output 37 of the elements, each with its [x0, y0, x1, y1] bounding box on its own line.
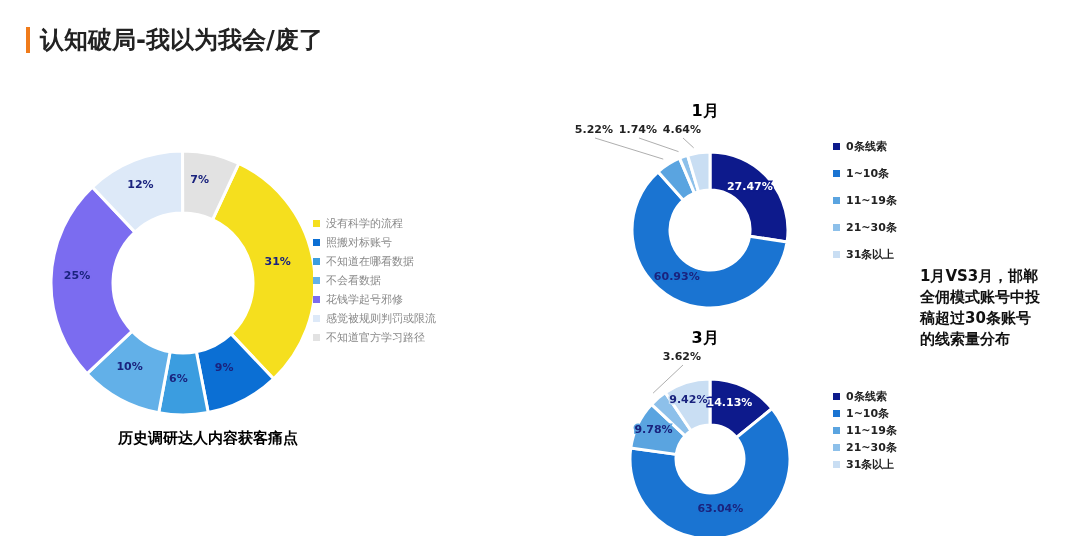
data-label: 31% — [264, 255, 291, 269]
legend-label: 31条以上 — [846, 247, 895, 262]
data-label: 4.64% — [662, 123, 701, 136]
legend-label: 0条线索 — [846, 139, 887, 154]
legend-label: 0条线索 — [846, 389, 887, 404]
data-label: 27.47% — [726, 180, 773, 194]
legend-label: 花钱学起号邪修 — [326, 292, 403, 307]
text: 1月VS3月，邯郸全佣模式账号中投稿超过30条账号的线索量分布 — [920, 266, 1041, 350]
data-label: 63.04% — [697, 502, 744, 516]
data-label: 7% — [190, 172, 210, 186]
legend-label: 1~10条 — [846, 166, 890, 181]
legend-label: 11~19条 — [846, 193, 897, 208]
legend-label: 不会看数据 — [326, 273, 381, 288]
legend-label: 感觉被规则判罚或限流 — [326, 311, 436, 326]
chart-title: 1月 — [690, 101, 720, 122]
legend-label: 21~30条 — [846, 220, 897, 235]
data-label: 12% — [127, 177, 154, 191]
data-label: 9% — [214, 361, 234, 375]
data-label: 25% — [63, 268, 91, 282]
text: 认知破局-我以为我会/废了 — [40, 25, 323, 56]
data-label: 9.42% — [669, 392, 708, 406]
legend-label: 1~10条 — [846, 406, 890, 421]
data-label: 3.62% — [662, 350, 701, 363]
legend-label: 21~30条 — [846, 440, 897, 455]
legend-label: 11~19条 — [846, 423, 897, 438]
text: 历史调研达人内容获客痛点 — [117, 428, 299, 448]
data-label: 5.22% — [574, 123, 613, 136]
legend-label: 没有科学的流程 — [326, 216, 403, 231]
data-label: 60.93% — [653, 270, 700, 284]
legend-label: 31条以上 — [846, 457, 895, 472]
legend-label: 不知道在哪看数据 — [326, 254, 414, 269]
chart-title: 3月 — [690, 328, 720, 349]
data-label: 6% — [169, 372, 188, 386]
data-label: 10% — [116, 360, 143, 374]
legend-label: 照搬对标账号 — [326, 235, 392, 250]
legend-label: 不知道官方学习路径 — [326, 330, 425, 345]
data-label: 1.74% — [618, 123, 657, 136]
